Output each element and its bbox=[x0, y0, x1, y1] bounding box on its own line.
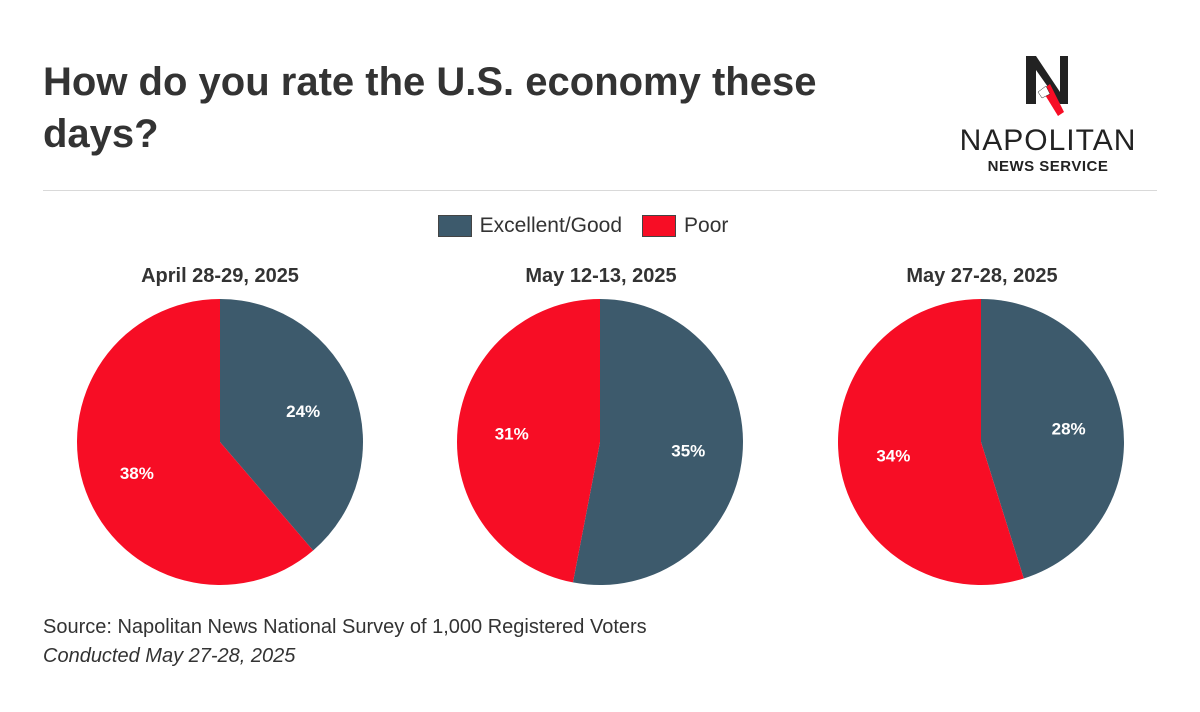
pie-2-slice-excellent-good bbox=[981, 299, 1124, 579]
legend-item-excellent-good: Excellent/Good bbox=[437, 214, 623, 238]
legend-swatch-poor bbox=[642, 215, 677, 237]
logo-name: NAPOLITAN bbox=[959, 124, 1137, 157]
source-note: Source: Napolitan News National Survey o… bbox=[43, 616, 647, 638]
chart-legend: Excellent/Good Poor bbox=[0, 214, 1166, 238]
pie-1-label-poor: 31% bbox=[495, 425, 529, 444]
pie-2-slice-poor bbox=[837, 299, 1024, 585]
pie-title-may-12: May 12-13, 2025 bbox=[525, 265, 677, 287]
pie-2-label-poor: 34% bbox=[876, 446, 910, 465]
pie-title-may-27: May 27-28, 2025 bbox=[906, 265, 1058, 287]
pie-1-slice-poor bbox=[456, 299, 600, 583]
page-title: How do you rate the U.S. economy these d… bbox=[43, 60, 817, 156]
pie-title-april: April 28-29, 2025 bbox=[141, 265, 299, 287]
legend-swatch-excellent-good bbox=[437, 215, 472, 237]
pie-0-label-excellent-good: 24% bbox=[286, 402, 320, 421]
pie-1-slice-excellent-good bbox=[572, 299, 743, 585]
legend-item-poor: Poor bbox=[642, 214, 728, 238]
header-divider bbox=[43, 190, 1157, 191]
legend-label-excellent-good: Excellent/Good bbox=[479, 214, 623, 237]
logo-subtitle: NEWS SERVICE bbox=[987, 158, 1109, 175]
pie-1-label-excellent-good: 35% bbox=[671, 441, 705, 460]
legend-label-poor: Poor bbox=[684, 214, 729, 237]
conducted-note: Conducted May 27-28, 2025 bbox=[43, 645, 296, 667]
n-logo-icon bbox=[1026, 56, 1068, 116]
pie-2-label-excellent-good: 28% bbox=[1052, 420, 1086, 439]
napolitan-logo: NAPOLITAN NEWS SERVICE bbox=[948, 52, 1148, 182]
pie-0-slice-excellent-good bbox=[220, 299, 364, 551]
pie-0-label-poor: 38% bbox=[120, 464, 154, 483]
pie-0-slice-poor bbox=[77, 299, 314, 585]
